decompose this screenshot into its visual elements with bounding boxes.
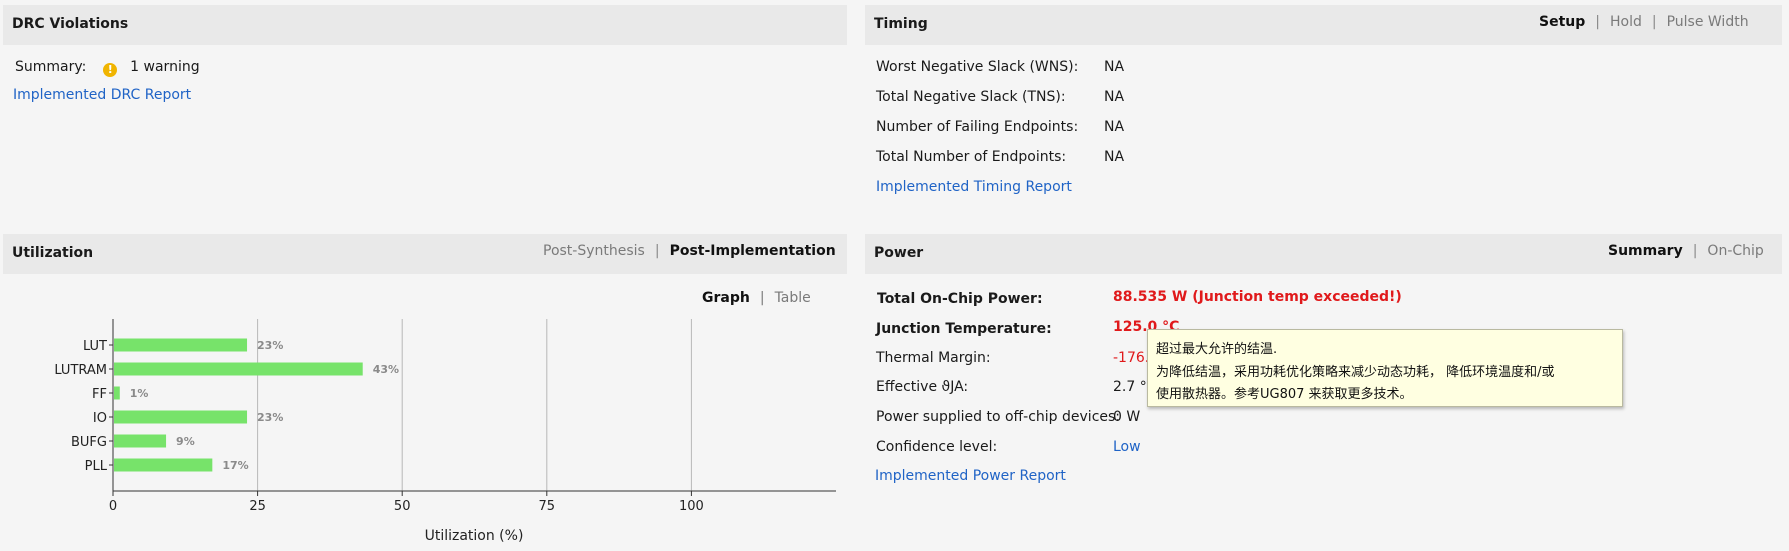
- tab-table[interactable]: Table: [774, 290, 811, 306]
- junction-temp-tooltip: 超过最大允许的结温. 为降低结温，采用功耗优化策略来减少动态功耗， 降低环境温度…: [1147, 329, 1623, 407]
- chart-category-label: IO: [93, 411, 107, 426]
- chart-data-label: 43%: [373, 363, 399, 376]
- drc-summary-label: Summary:: [15, 59, 87, 75]
- chart-data-label: 23%: [257, 411, 283, 424]
- tab-graph[interactable]: Graph: [702, 290, 750, 306]
- effective-theta-ja-value: 2.7 °C: [1113, 379, 1157, 395]
- drc-report-link[interactable]: Implemented DRC Report: [13, 87, 192, 103]
- tab-separator: |: [1651, 14, 1657, 30]
- chart-category-label: LUTRAM: [54, 363, 107, 378]
- effective-theta-ja-label: Effective ϑJA:: [876, 379, 969, 395]
- thermal-margin-label: Thermal Margin:: [876, 350, 991, 366]
- utilization-panel-title: Utilization: [12, 245, 94, 261]
- chart-category-label: PLL: [85, 459, 108, 474]
- chart-x-tick-label: 75: [539, 499, 556, 514]
- tooltip-line-2: 为降低结温，采用功耗优化策略来减少动态功耗， 降低环境温度和/或: [1156, 365, 1555, 380]
- timing-row-tns-value: NA: [1104, 89, 1125, 105]
- power-panel-header: Power Summary | On-Chip: [865, 234, 1782, 274]
- timing-row-failing-label: Number of Failing Endpoints:: [876, 119, 1079, 135]
- timing-row-wns-label: Worst Negative Slack (WNS):: [876, 59, 1079, 75]
- tab-separator: |: [654, 243, 660, 259]
- drc-summary: Summary: ! 1 warning: [15, 59, 200, 77]
- power-total-value[interactable]: 88.535 W (Junction temp exceeded!): [1113, 289, 1402, 305]
- timing-row-wns-value: NA: [1104, 59, 1125, 75]
- chart-bar: [114, 362, 363, 376]
- chart-data-label: 17%: [222, 459, 248, 472]
- timing-report-link[interactable]: Implemented Timing Report: [876, 179, 1072, 195]
- confidence-level-label: Confidence level:: [876, 439, 998, 455]
- chart-x-tick-label: 50: [394, 499, 411, 514]
- chart-data-label: 1%: [130, 387, 149, 400]
- chart-x-tick-label: 0: [109, 499, 117, 514]
- tab-separator: |: [1595, 14, 1600, 30]
- thermal-margin-value: -176.9: [1113, 350, 1159, 366]
- timing-row-total-label: Total Number of Endpoints:: [876, 149, 1067, 165]
- tooltip-line-1: 超过最大允许的结温.: [1156, 342, 1278, 357]
- timing-panel-title: Timing: [874, 16, 928, 32]
- chart-data-label: 9%: [176, 435, 195, 448]
- chart-data-label: 23%: [257, 339, 283, 352]
- chart-x-axis-label: Utilization (%): [425, 528, 524, 544]
- tab-setup[interactable]: Setup: [1539, 14, 1586, 30]
- tab-post-implementation[interactable]: Post-Implementation: [669, 243, 836, 259]
- chart-x-tick-label: 100: [679, 499, 704, 514]
- off-chip-power-value: 0 W: [1113, 409, 1141, 425]
- tab-post-synthesis[interactable]: Post-Synthesis: [543, 243, 645, 259]
- chart-x-tick-label: 25: [249, 499, 266, 514]
- tab-pulse-width[interactable]: Pulse Width: [1666, 14, 1749, 30]
- timing-panel-header: Timing Setup | Hold | Pulse Width: [865, 5, 1782, 45]
- tab-on-chip[interactable]: On-Chip: [1707, 243, 1764, 259]
- warning-icon: !: [103, 63, 118, 77]
- tab-summary[interactable]: Summary: [1608, 243, 1683, 259]
- chart-bar: [114, 386, 120, 400]
- drc-warning-count[interactable]: 1 warning: [130, 59, 200, 75]
- drc-panel-header: DRC Violations: [3, 5, 847, 45]
- utilization-tabs: Post-Synthesis | Post-Implementation: [543, 243, 836, 259]
- power-tabs: Summary | On-Chip: [1608, 243, 1764, 259]
- drc-panel-title: DRC Violations: [12, 16, 129, 32]
- timing-row-total-value: NA: [1104, 149, 1125, 165]
- view-tabs: Graph | Table: [702, 290, 811, 306]
- tab-hold[interactable]: Hold: [1609, 14, 1642, 30]
- power-report-link[interactable]: Implemented Power Report: [875, 468, 1066, 484]
- confidence-level-value[interactable]: Low: [1113, 439, 1141, 455]
- chart-bar: [114, 338, 248, 352]
- utilization-panel-header: Utilization Post-Synthesis | Post-Implemen…: [3, 234, 847, 274]
- power-panel-title: Power: [874, 245, 924, 261]
- timing-row-tns-label: Total Negative Slack (TNS):: [876, 89, 1066, 105]
- tooltip-line-3: 使用散热器。参考UG807 来获取更多技术。: [1156, 387, 1413, 402]
- tab-separator: |: [1692, 243, 1698, 259]
- tab-separator: |: [759, 290, 765, 306]
- off-chip-power-label: Power supplied to off-chip devices:: [876, 409, 1121, 425]
- chart-bar: [114, 434, 167, 448]
- chart-bar: [114, 458, 213, 472]
- power-total-label: Total On-Chip Power:: [877, 291, 1043, 307]
- chart-category-label: FF: [92, 387, 107, 402]
- chart-category-label: BUFG: [71, 435, 107, 450]
- junction-temp-label: Junction Temperature:: [876, 321, 1052, 337]
- chart-category-label: LUT: [83, 339, 107, 354]
- timing-row-failing-value: NA: [1104, 119, 1125, 135]
- timing-tabs: Setup | Hold | Pulse Width: [1539, 14, 1749, 30]
- chart-bar: [114, 410, 248, 424]
